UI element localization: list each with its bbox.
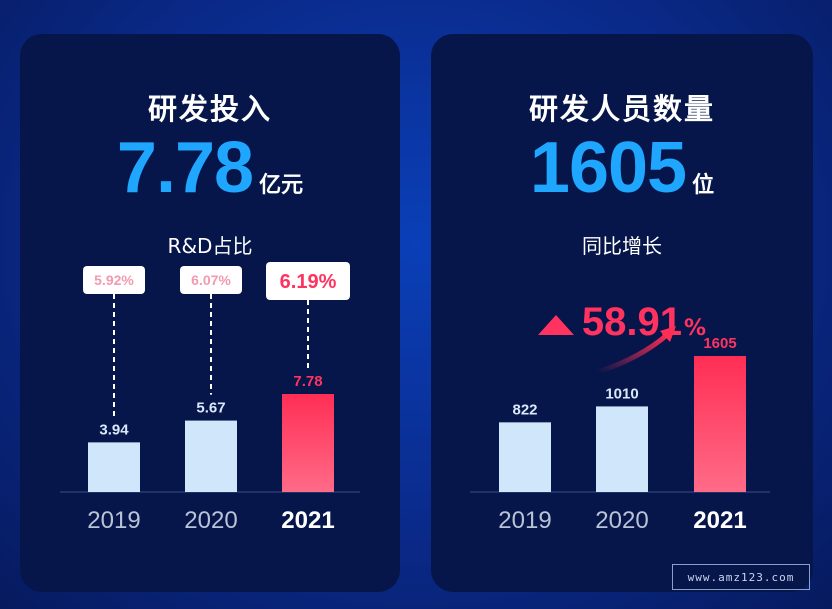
ratio-label-2020: 6.07% xyxy=(191,272,231,288)
rd-staff-total: 1605 位 xyxy=(431,132,813,204)
tick-label-2021: 2021 xyxy=(281,507,334,534)
tick-label-2021: 2021 xyxy=(693,507,746,534)
tick-label-2019: 2019 xyxy=(498,507,551,534)
rd-staff-value: 1605 xyxy=(529,128,687,208)
rd-staff-chart: 822 2019 1010 2020 1605 2021 xyxy=(470,335,770,534)
up-triangle-icon xyxy=(537,314,574,335)
value-label-2020: 1010 xyxy=(605,385,638,402)
bar-2019 xyxy=(499,422,551,492)
rd-investment-unit: 亿元 xyxy=(259,173,304,198)
ratio-label-2019: 5.92% xyxy=(94,272,134,288)
yoy-growth-unit: % xyxy=(684,316,707,341)
bar-2019 xyxy=(88,442,140,492)
bar-2021 xyxy=(694,356,746,492)
ratio-box-2020 xyxy=(180,266,242,294)
value-label-2019: 822 xyxy=(512,401,537,418)
rd-investment-title: 研发投入 xyxy=(147,92,272,126)
ratio-box-2021 xyxy=(266,262,350,300)
watermark: www.amz123.com xyxy=(672,564,810,590)
rd-investment-chart: 3.94 2019 5.92% 5.67 2020 6.07% 7.78 2021 6.19% xyxy=(60,262,360,534)
ratio-box-2019 xyxy=(83,266,145,294)
tick-label-2020: 2020 xyxy=(595,507,648,534)
rd-staff-unit: 位 xyxy=(692,173,715,198)
tick-label-2019: 2019 xyxy=(87,507,140,534)
ratio-label-2021: 6.19% xyxy=(280,271,337,293)
value-label-2019: 3.94 xyxy=(99,421,129,438)
value-label-2021: 7.78 xyxy=(293,373,322,390)
yoy-growth-subtitle: 同比增长 xyxy=(582,234,662,258)
bar-2021 xyxy=(282,394,334,492)
value-label-2021: 1605 xyxy=(703,335,736,352)
bar-2020 xyxy=(596,406,648,492)
rd-staff-title: 研发人员数量 xyxy=(528,92,715,126)
bar-2020 xyxy=(185,420,237,492)
rd-staff-card: 研发人员数量 1605 位 同比增长 58.91% xyxy=(431,34,813,592)
value-label-2020: 5.67 xyxy=(196,400,225,417)
tick-label-2020: 2020 xyxy=(184,507,237,534)
growth-arrow-icon xyxy=(595,326,676,375)
rd-investment-value: 7.78 xyxy=(116,128,254,208)
rd-investment-total: 7.78 亿元 xyxy=(20,132,400,204)
rd-investment-card: 研发投入 7.78 亿元 R&D占比 xyxy=(20,34,400,592)
rd-ratio-subtitle: R&D占比 xyxy=(167,234,253,258)
